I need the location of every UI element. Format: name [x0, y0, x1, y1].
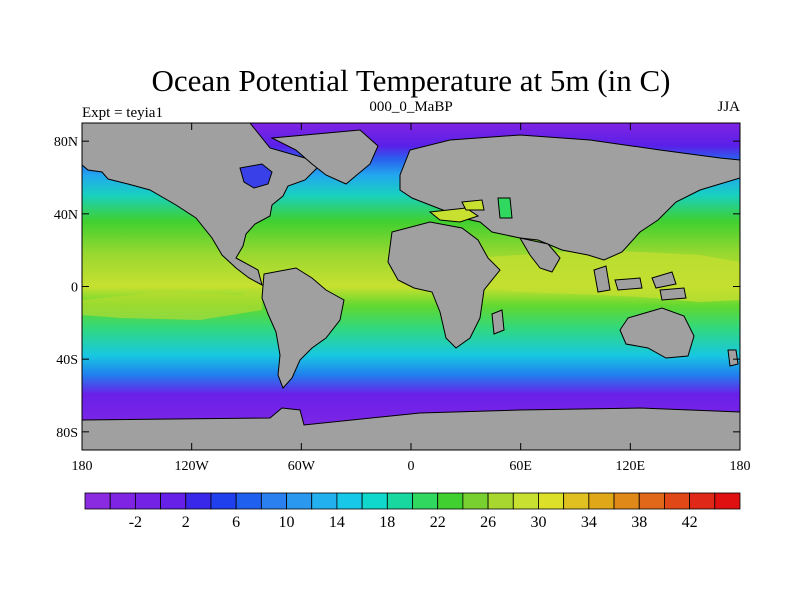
arabian-sea-basin [428, 207, 480, 223]
land-masses [82, 123, 740, 450]
colorbar-swatch [109, 492, 136, 510]
colorbar-swatch [462, 492, 489, 510]
colorbar-swatch [134, 492, 161, 510]
north-america-land [82, 123, 321, 286]
colorbar-label: 2 [182, 514, 190, 531]
colorbar-swatch [588, 492, 615, 510]
lon-tick-label: 0 [408, 459, 415, 474]
colorbar-swatch [487, 492, 514, 510]
map-title: Ocean Potential Temperature at 5m (in C) [152, 63, 671, 98]
colorbar-label: -2 [129, 514, 142, 531]
maritime-continent-land [593, 265, 687, 301]
colorbar-swatch [260, 492, 287, 510]
colorbar-swatch [336, 492, 363, 510]
colorbar-label: 26 [480, 514, 496, 531]
colorbar-swatch [160, 492, 187, 510]
black-sea-basin [461, 199, 485, 211]
colorbar-swatch [210, 492, 237, 510]
colorbar-label: 22 [430, 514, 446, 531]
colorbar-label: 38 [631, 514, 647, 531]
colorbar-swatch [412, 492, 439, 510]
warm-pool-band [82, 287, 262, 320]
colorbar-swatch [235, 492, 262, 510]
hudson-bay [239, 163, 273, 189]
colorbar-label: 6 [232, 514, 240, 531]
africa-land [387, 221, 501, 349]
colorbar-label: 18 [379, 514, 395, 531]
new-zealand-land [727, 349, 739, 367]
indian-subcontinent-land [518, 237, 561, 273]
colorbar-swatch [638, 492, 665, 510]
colorbar-swatch [386, 492, 413, 510]
colorbar-label: 14 [329, 514, 345, 531]
colorbar-label: 10 [279, 514, 295, 531]
colorbar-swatch [84, 492, 111, 510]
colorbar-swatch [689, 492, 716, 510]
south-america-land [261, 267, 345, 389]
lat-tick-label: 40N [54, 208, 78, 223]
lat-tick-label: 80S [56, 426, 78, 441]
latitude-axis: 80N 40N 0 40S 80S [54, 135, 740, 441]
colorbar-swatch [613, 492, 640, 510]
colorbar-label: 34 [581, 514, 597, 531]
lon-tick-label: 180 [72, 459, 93, 474]
time-label: 000_0_MaBP [369, 99, 452, 115]
caspian-sea-basin [497, 197, 513, 219]
map-panel [82, 123, 740, 450]
lon-tick-label: 120E [616, 459, 646, 474]
colorbar-swatch [664, 492, 691, 510]
colorbar-swatch [185, 492, 212, 510]
season-label: JJA [717, 99, 740, 115]
lat-tick-label: 0 [71, 281, 78, 296]
colorbar: -2 2 6 10 14 18 22 26 30 34 38 42 [84, 492, 741, 531]
colorbar-swatch [286, 492, 313, 510]
lon-tick-label: 180 [730, 459, 751, 474]
australia-land [619, 307, 695, 359]
colorbar-swatch [714, 492, 741, 510]
lon-tick-label: 120W [175, 459, 210, 474]
madagascar-land [491, 309, 505, 335]
colorbar-swatch [311, 492, 338, 510]
lon-tick-label: 60W [288, 459, 316, 474]
experiment-label: Expt = teyia1 [82, 105, 163, 121]
colorbar-label: 42 [682, 514, 698, 531]
colorbar-swatch [538, 492, 565, 510]
lat-tick-label: 80N [54, 135, 78, 150]
colorbar-label: 30 [530, 514, 546, 531]
colorbar-swatch [563, 492, 590, 510]
colorbar-swatch [512, 492, 539, 510]
lat-tick-label: 40S [56, 353, 78, 368]
antarctica-land [82, 407, 740, 450]
greenland-land [270, 129, 379, 185]
longitude-axis: 180 120W 60W 0 60E 120E 180 [72, 123, 751, 474]
lon-tick-label: 60E [509, 459, 532, 474]
colorbar-swatch [437, 492, 464, 510]
colorbar-swatch [361, 492, 388, 510]
